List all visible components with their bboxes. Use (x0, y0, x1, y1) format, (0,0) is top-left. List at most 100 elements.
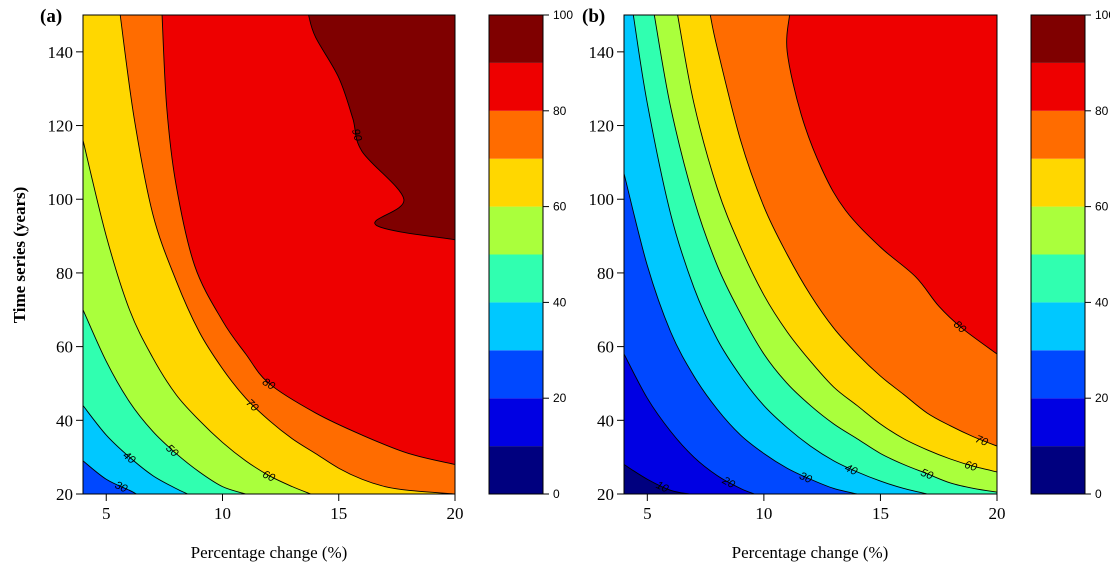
colorbar-tick-label: 40 (553, 295, 567, 309)
colorbar-band-60 (1031, 158, 1085, 207)
y-tick-label: 60 (597, 338, 614, 357)
band-fill-40 (83, 309, 246, 494)
contour-line-30 (624, 173, 858, 494)
y-tick-label: 60 (56, 338, 73, 357)
svg-text:40: 40 (843, 462, 860, 478)
colorbar-band-90 (1031, 15, 1085, 63)
contour-label-30: 30 (113, 479, 130, 495)
x-axis-a: 5 10 15 20 (102, 494, 464, 523)
y-axis-a: 20 40 60 80 100 120 140 (48, 43, 83, 504)
y-axis-title-a: Time series (years) (10, 187, 29, 324)
colorbar-tick-label: 100 (1095, 8, 1110, 22)
x-axis-b: 5 10 15 20 (643, 494, 1006, 523)
colorbar-band-10 (489, 398, 543, 447)
y-axis-b: 20 40 60 80 100 120 140 (589, 43, 624, 504)
colorbar-tick-label: 100 (553, 8, 573, 22)
svg-text:10: 10 (654, 479, 671, 495)
x-axis-title-b: Percentage change (%) (732, 543, 889, 562)
contour-line-80 (161, 15, 455, 465)
y-tick-label: 120 (589, 117, 615, 136)
colorbar-band-50 (489, 206, 543, 255)
colorbar-band-70 (1031, 110, 1085, 159)
colorbar-band-20 (489, 350, 543, 399)
colorbar-band-0 (489, 446, 543, 494)
contour-label-10: 10 (654, 479, 671, 495)
colorbar-band-10 (1031, 398, 1085, 447)
colorbar-band-20 (1031, 350, 1085, 399)
contour-line-80 (786, 15, 997, 355)
y-tick-label: 140 (48, 43, 74, 62)
colorbar-tick-label: 0 (1095, 487, 1102, 501)
y-tick-label: 80 (56, 264, 73, 283)
contour-lines-a (83, 15, 455, 494)
svg-text:30: 30 (113, 479, 130, 495)
contour-label-60: 60 (260, 468, 277, 484)
colorbar-tick-label: 20 (1095, 391, 1109, 405)
contour-line-40 (632, 15, 928, 494)
plot-frame-a (82, 14, 456, 495)
colorbar-band-70 (489, 110, 543, 159)
colorbar-tick-label: 60 (553, 200, 567, 214)
colorbar-tick-label: 60 (1095, 200, 1109, 214)
colorbar-band-90 (489, 15, 543, 63)
contour-line-60 (677, 15, 997, 473)
x-tick-label: 5 (102, 504, 111, 523)
colorbar-band-50 (1031, 206, 1085, 255)
svg-text:60: 60 (963, 459, 979, 474)
contour-line-10 (624, 464, 690, 494)
svg-text:30: 30 (797, 470, 814, 486)
svg-text:60: 60 (260, 468, 277, 484)
y-tick-label: 20 (597, 485, 614, 504)
colorbar-band-30 (1031, 302, 1085, 351)
contour-label-30: 30 (797, 470, 814, 486)
band-fill-60 (83, 15, 455, 494)
contour-label-60: 60 (963, 459, 979, 474)
colorbar-band-80 (1031, 62, 1085, 111)
contour-label-40: 40 (843, 462, 860, 478)
colorbar-tick-label: 20 (553, 391, 567, 405)
svg-text:20: 20 (719, 474, 737, 491)
band-fill-20 (83, 460, 137, 494)
x-tick-label: 10 (214, 504, 231, 523)
colorbar-a: 0 20 40 60 80 100 (488, 8, 573, 501)
colorbar-tick-label: 0 (553, 487, 560, 501)
y-tick-label: 120 (48, 117, 74, 136)
contour-line-50 (83, 309, 246, 494)
band-fill-30 (624, 15, 928, 494)
contour-label-70: 70 (974, 433, 991, 449)
x-tick-label: 20 (989, 504, 1006, 523)
y-tick-label: 40 (56, 411, 73, 430)
y-tick-label: 20 (56, 485, 73, 504)
contour-fills-b (624, 15, 997, 494)
colorbar-frame (488, 14, 544, 495)
colorbar-band-60 (489, 158, 543, 207)
y-tick-label: 140 (589, 43, 615, 62)
colorbar-tick-label: 40 (1095, 295, 1109, 309)
contour-line-40 (83, 405, 188, 494)
y-tick-label: 100 (589, 190, 615, 209)
contour-line-30 (83, 460, 137, 494)
contour-fills-a (83, 15, 455, 494)
band-fill-30 (83, 405, 188, 494)
contour-line-50 (653, 15, 997, 493)
x-tick-label: 5 (643, 504, 652, 523)
colorbar-tick-label: 80 (553, 104, 567, 118)
y-tick-label: 100 (48, 190, 74, 209)
band-fill-0 (624, 464, 690, 494)
panel-label-b: (b) (582, 6, 605, 27)
contour-line-60 (83, 140, 312, 494)
colorbar-band-40 (489, 254, 543, 303)
band-fill-50 (83, 140, 311, 494)
contour-label-20: 20 (719, 474, 737, 491)
contour-lines-b (624, 15, 997, 494)
x-tick-label: 10 (755, 504, 772, 523)
svg-text:50: 50 (919, 467, 936, 483)
contour-line-70 (709, 15, 997, 447)
colorbar-frame (1030, 14, 1086, 495)
x-axis-title-a: Percentage change (%) (191, 543, 348, 562)
contour-line-90 (308, 15, 455, 241)
colorbar-band-80 (489, 62, 543, 111)
